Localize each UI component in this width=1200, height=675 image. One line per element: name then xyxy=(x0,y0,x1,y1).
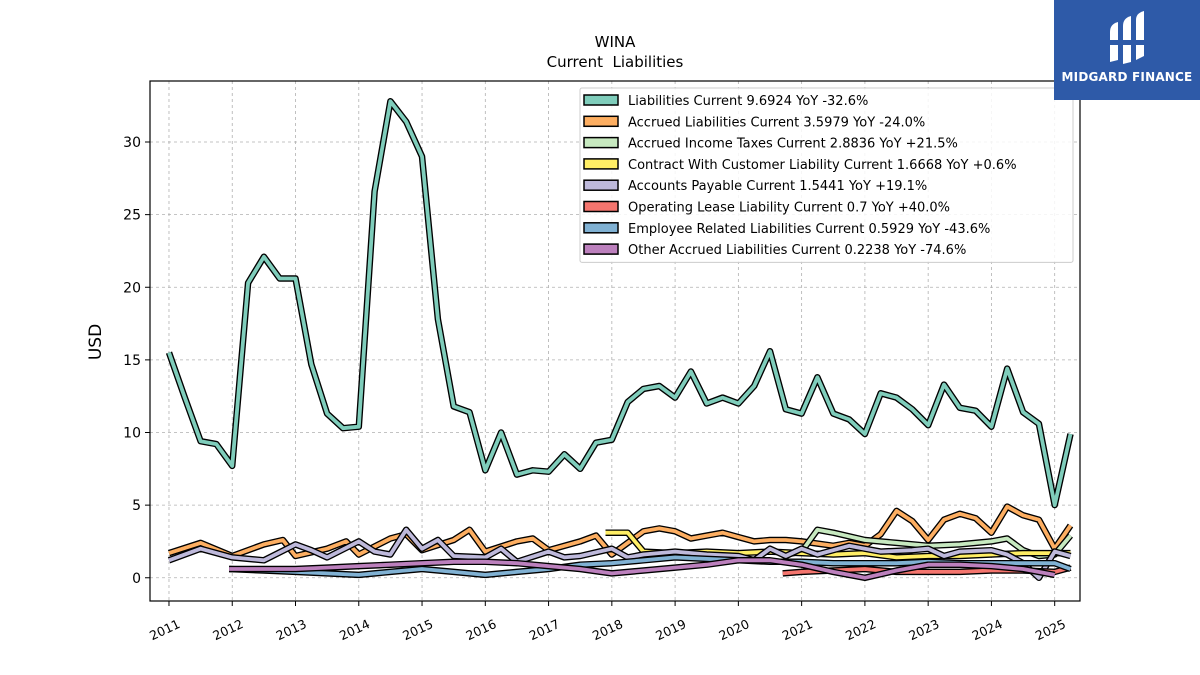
y-tick-label: 5 xyxy=(132,498,141,514)
plot-frame xyxy=(149,80,1081,602)
x-tick-label: 2019 xyxy=(653,616,688,643)
y-axis: 0 5 10 15 20 25 30 xyxy=(123,135,150,587)
x-tick-label: 2020 xyxy=(716,616,751,643)
x-tick-label: 2011 xyxy=(147,616,182,643)
legend-entry: Employee Related Liabilities Current 0.5… xyxy=(628,222,990,237)
legend-swatch xyxy=(583,115,619,128)
x-tick-label: 2021 xyxy=(780,616,815,643)
series-line-2 xyxy=(168,504,1073,558)
legend: Liabilities Current 9.6924 YoY -32.6% Acc… xyxy=(579,87,1074,263)
series-line-1 xyxy=(167,99,1073,508)
y-tick-label: 30 xyxy=(123,135,141,151)
brand-logo: MIDGARD FINANCE xyxy=(1054,0,1200,100)
x-tick-label: 2018 xyxy=(590,616,625,643)
legend-entry: Other Accrued Liabilities Current 0.2238… xyxy=(628,243,966,258)
x-tick-label: 2023 xyxy=(906,616,941,643)
legend-entry: Operating Lease Liability Current 0.7 Yo… xyxy=(628,201,950,216)
x-tick-label: 2015 xyxy=(400,616,435,643)
legend-swatch xyxy=(583,94,619,106)
y-tick-label: 15 xyxy=(123,353,141,369)
brand-mark-icon xyxy=(1108,11,1146,64)
legend-swatch xyxy=(583,200,619,213)
legend-entry: Contract With Customer Liability Current… xyxy=(628,158,1017,173)
x-tick-label: 2013 xyxy=(274,616,309,643)
y-tick-label: 20 xyxy=(123,280,141,296)
chart-title: WINA xyxy=(595,33,636,51)
x-axis: 2011 2012 2013 2014 2015 2016 2017 2018 2019 2020… xyxy=(147,601,1068,643)
legend-swatch xyxy=(583,179,619,191)
legend-swatch xyxy=(583,158,619,170)
legend-swatch xyxy=(583,222,619,234)
y-tick-label: 25 xyxy=(123,208,141,224)
x-tick-label: 2017 xyxy=(527,616,562,643)
y-tick-label: 10 xyxy=(123,426,141,442)
x-tick-label: 2022 xyxy=(843,616,878,643)
legend-swatch xyxy=(583,136,619,149)
x-tick-label: 2016 xyxy=(463,616,498,643)
chart-subtitle: Current Liabilities xyxy=(547,53,684,71)
x-tick-label: 2024 xyxy=(970,616,1005,643)
y-axis-label: USD xyxy=(86,324,106,360)
series-line-5 xyxy=(168,527,1072,580)
series-line-8 xyxy=(229,558,1056,580)
legend-entry: Liabilities Current 9.6924 YoY -32.6% xyxy=(628,94,868,109)
legend-entry: Accounts Payable Current 1.5441 YoY +19.… xyxy=(628,179,927,194)
y-tick-label: 0 xyxy=(132,571,141,587)
brand-name: MIDGARD FINANCE xyxy=(1061,70,1193,84)
legend-entry: Accrued Liabilities Current 3.5979 YoY -… xyxy=(628,115,925,130)
x-tick-label: 2012 xyxy=(210,616,245,643)
legend-swatch xyxy=(583,243,619,255)
x-tick-label: 2025 xyxy=(1033,616,1068,643)
legend-entry: Accrued Income Taxes Current 2.8836 YoY … xyxy=(628,137,958,152)
x-tick-label: 2014 xyxy=(337,616,372,643)
series-lines xyxy=(165,98,1074,582)
legend-box xyxy=(579,87,1074,263)
